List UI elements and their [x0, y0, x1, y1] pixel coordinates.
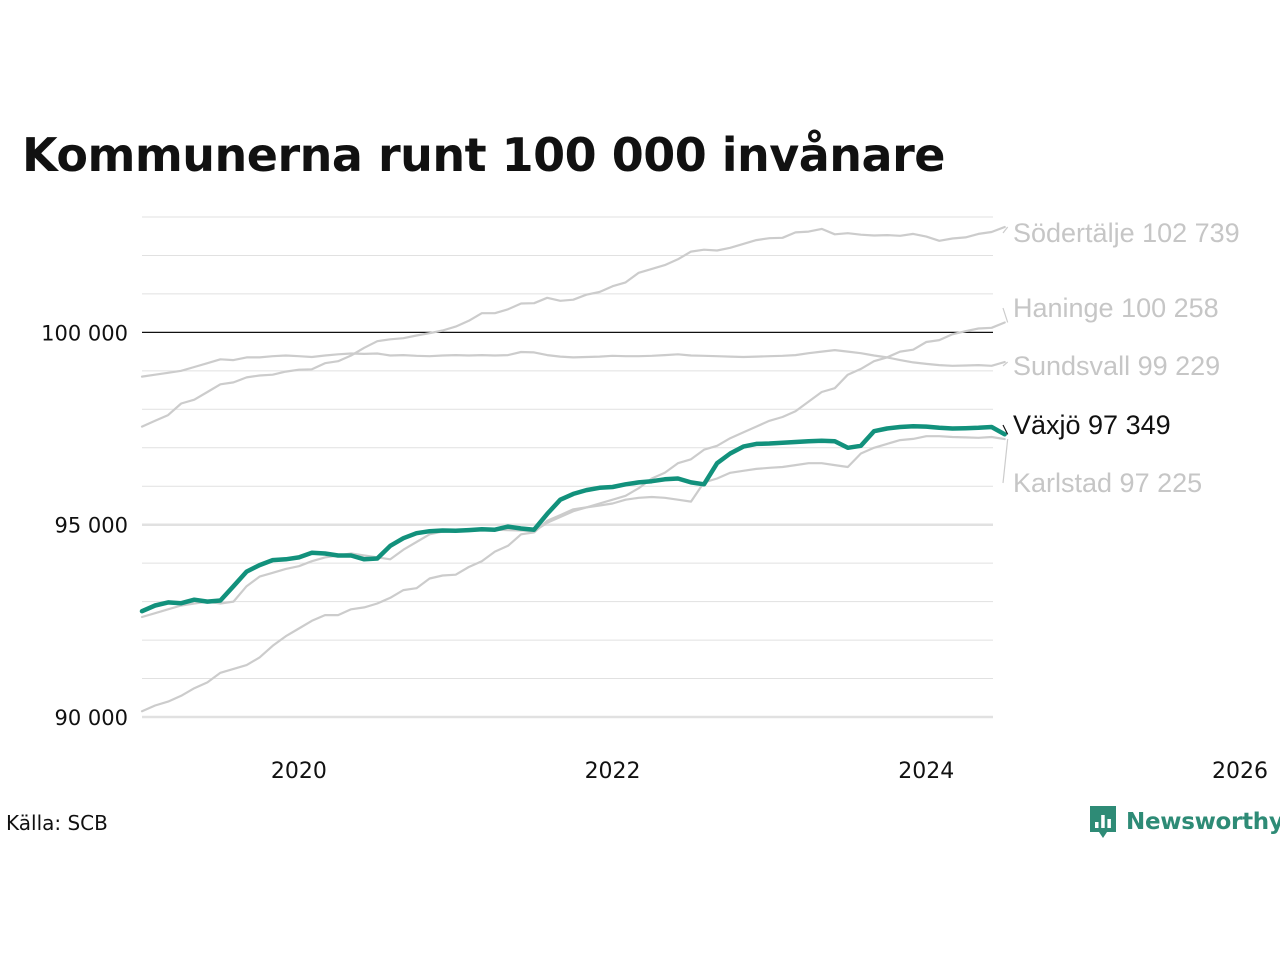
- label-leader-s-dert-lje: [1002, 226, 1009, 234]
- x-tick-label: 2024: [898, 759, 954, 784]
- label-leader-sundsvall: [1002, 361, 1009, 367]
- series-label-v-xj-: Växjö 97 349: [1013, 410, 1171, 440]
- chart-title: Kommunerna runt 100 000 invånare: [22, 128, 945, 182]
- series-line-haninge: [140, 321, 1006, 713]
- newsworthy-logo-icon: [1090, 806, 1116, 838]
- series-line-s-dert-lje: [140, 225, 1006, 428]
- series-label-sundsvall: Sundsvall 99 229: [1013, 351, 1220, 381]
- label-leader-v-xj-: [1002, 424, 1009, 435]
- label-leader-haninge: [1002, 307, 1009, 323]
- series-label-haninge: Haninge 100 258: [1013, 293, 1219, 323]
- series-label-karlstad: Karlstad 97 225: [1013, 468, 1202, 498]
- x-tick-label: 2020: [271, 759, 327, 784]
- grid-lines: [142, 216, 993, 719]
- x-tick-label: 2026: [1212, 759, 1268, 784]
- series-labels: Södertälje 102 739 Haninge 100 258 Sundsva…: [1002, 218, 1240, 498]
- y-tick-label: 100 000: [41, 321, 128, 345]
- newsworthy-logo: Newsworthy: [1088, 804, 1280, 840]
- label-leader-karlstad: [1002, 439, 1009, 484]
- series-line-sundsvall: [140, 349, 1006, 378]
- series-label-s-dert-lje: Södertälje 102 739: [1013, 218, 1240, 248]
- newsworthy-logo-text: Newsworthy: [1126, 809, 1280, 835]
- series-lines: [139, 225, 1007, 713]
- x-tick-label: 2022: [585, 759, 641, 784]
- y-tick-label: 95 000: [55, 514, 128, 538]
- series-line-karlstad: [140, 435, 1006, 619]
- series-line-v-xj-: [139, 423, 1007, 614]
- source-note: Källa: SCB: [6, 811, 108, 835]
- y-tick-label: 90 000: [55, 706, 128, 730]
- axis-labels: 90 000 95 000 100 000 2020 2022 2024 2026: [41, 321, 1268, 784]
